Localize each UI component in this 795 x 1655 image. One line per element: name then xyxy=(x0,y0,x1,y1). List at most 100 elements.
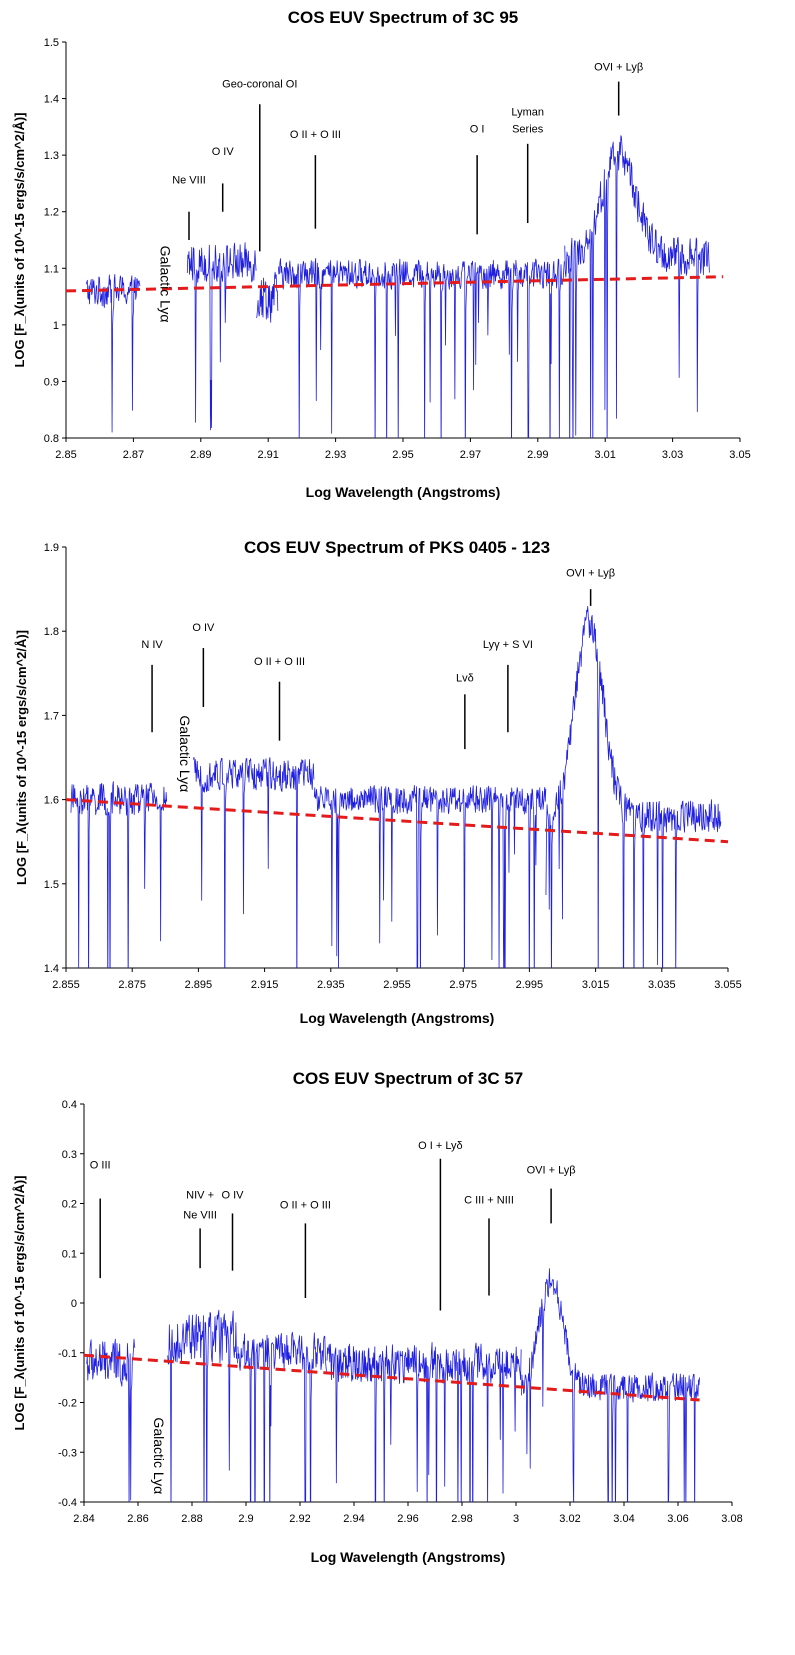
annotation-label: Ne VIII xyxy=(172,174,206,186)
chart-1: COS EUV Spectrum of 3C 95 0.8 0.9 1 1.1 1.2 1.… xyxy=(12,8,751,500)
annotation-label: O IV xyxy=(221,1190,244,1202)
y-tick-label: 1.3 xyxy=(44,150,59,162)
chart-title: COS EUV Spectrum of PKS 0405 - 123 xyxy=(244,538,550,557)
spectrum-segment xyxy=(237,1331,327,1502)
y-tick-label: 1 xyxy=(53,320,59,332)
x-tick-label: 2.85 xyxy=(55,449,76,461)
x-tick-label: 2.94 xyxy=(343,1513,364,1525)
x-tick-label: 2.84 xyxy=(73,1513,94,1525)
spectrum-segment xyxy=(521,1268,700,1502)
x-tick-label: 2.96 xyxy=(397,1513,418,1525)
spectrum-series xyxy=(85,135,710,438)
x-tick-label: 2.995 xyxy=(516,979,544,991)
y-tick-label: 0.4 xyxy=(62,1099,77,1111)
x-tick-label: 2.935 xyxy=(317,979,345,991)
x-tick-label: 2.98 xyxy=(451,1513,472,1525)
x-tick-label: 2.855 xyxy=(52,979,80,991)
x-tick-label: 2.93 xyxy=(325,449,346,461)
y-tick-label: 1.6 xyxy=(44,795,59,807)
spectrum-segment xyxy=(70,781,168,968)
y-tick-label: -0.3 xyxy=(58,1447,77,1459)
annotation-label: OVI + Lyβ xyxy=(566,567,615,579)
x-tick-label: 2.95 xyxy=(392,449,413,461)
chart-2: COS EUV Spectrum of PKS 0405 - 123 1.4 1.5… xyxy=(14,538,742,1026)
annotation-label: O IV xyxy=(212,146,235,158)
annotation-label: O II + O III xyxy=(280,1199,331,1211)
x-tick-label: 2.87 xyxy=(123,449,144,461)
annotation-label: N IV xyxy=(141,639,163,651)
y-tick-label: 0.3 xyxy=(62,1149,77,1161)
y-tick-label: 0.2 xyxy=(62,1199,77,1211)
annotation-label: OVI + Lyβ xyxy=(594,61,643,73)
annotation-label: Ne VIII xyxy=(183,1209,217,1221)
y-tick-label: 1.4 xyxy=(44,94,59,106)
power-law-fit-line xyxy=(65,275,724,293)
chart-title: COS EUV Spectrum of 3C 57 xyxy=(293,1069,524,1088)
y-tick-label: 1.2 xyxy=(44,207,59,219)
x-tick-label: 2.97 xyxy=(460,449,481,461)
spectrum-series xyxy=(86,1268,700,1502)
x-tick-label: 3.08 xyxy=(721,1513,742,1525)
spectrum-segment xyxy=(85,273,141,433)
x-axis-label: Log Wavelength (Angstroms) xyxy=(311,1549,506,1565)
annotation-label: O I xyxy=(470,124,485,136)
x-tick-label: 2.86 xyxy=(127,1513,148,1525)
y-axis-label: LOG [F_λ(units of 10^-15 ergs/s/cm^2/Å)] xyxy=(12,112,27,367)
power-law-fit-line xyxy=(83,1353,700,1402)
galactic-lya-label: Galactic Lyα xyxy=(157,246,173,323)
galactic-lya-label: Galactic Lyα xyxy=(177,715,193,792)
x-tick-label: 3.035 xyxy=(648,979,676,991)
annotation-label: Series xyxy=(512,124,544,136)
x-tick-label: 2.955 xyxy=(383,979,411,991)
annotation-label: O I + Lyδ xyxy=(418,1140,463,1152)
annotation-label: OVI + Lyβ xyxy=(527,1165,576,1177)
x-tick-label: 2.9 xyxy=(238,1513,253,1525)
x-tick-label: 2.91 xyxy=(257,449,278,461)
annotation-label: NIV + xyxy=(186,1190,214,1202)
x-tick-label: 2.89 xyxy=(190,449,211,461)
y-tick-label: 0.9 xyxy=(44,376,59,388)
y-axis-label: LOG [F_λ(units of 10^-15 ergs/s/cm^2/Å)] xyxy=(12,1175,27,1430)
power-law-fit-line xyxy=(65,798,729,844)
y-tick-label: -0.1 xyxy=(58,1348,77,1360)
y-tick-label: 1.5 xyxy=(44,879,59,891)
spectrum-segment xyxy=(193,756,315,968)
x-axis-label: Log Wavelength (Angstroms) xyxy=(306,484,501,500)
y-tick-label: 0.1 xyxy=(62,1248,77,1260)
spectrum-segment xyxy=(564,135,710,438)
annotation-label: Lyγ + S VI xyxy=(483,639,533,651)
galactic-lya-label: Galactic Lyα xyxy=(151,1417,167,1494)
spectrum-segment xyxy=(167,1309,238,1502)
x-tick-label: 3.055 xyxy=(714,979,742,991)
spectrum-segment xyxy=(186,242,257,431)
y-tick-label: 0.8 xyxy=(44,433,59,445)
x-tick-label: 2.88 xyxy=(181,1513,202,1525)
x-tick-label: 3 xyxy=(513,1513,519,1525)
x-tick-label: 3.06 xyxy=(667,1513,688,1525)
x-tick-label: 3.015 xyxy=(582,979,610,991)
x-tick-label: 2.92 xyxy=(289,1513,310,1525)
annotation-label: O II + O III xyxy=(254,656,305,668)
spectrum-segment xyxy=(545,606,722,968)
x-tick-label: 3.01 xyxy=(594,449,615,461)
x-axis-label: Log Wavelength (Angstroms) xyxy=(300,1010,495,1026)
y-tick-label: 1.8 xyxy=(44,626,59,638)
y-axis-label: LOG [F_λ(units of 10^-15 ergs/s/cm^2/Å)] xyxy=(14,630,29,885)
annotation-label: Lyman xyxy=(511,107,544,119)
y-tick-label: 0 xyxy=(71,1298,77,1310)
chart-title: COS EUV Spectrum of 3C 95 xyxy=(288,8,519,27)
y-tick-label: 1.1 xyxy=(44,263,59,275)
spectrum-series xyxy=(70,606,722,968)
x-tick-label: 3.04 xyxy=(613,1513,634,1525)
x-tick-label: 3.05 xyxy=(729,449,750,461)
annotation-label: O II + O III xyxy=(290,129,341,141)
spectrum-segment xyxy=(277,257,565,438)
y-tick-label: 1.5 xyxy=(44,37,59,49)
y-tick-label: 1.4 xyxy=(44,963,59,975)
x-tick-label: 3.02 xyxy=(559,1513,580,1525)
spectrum-segment xyxy=(326,1342,522,1502)
chart-3: COS EUV Spectrum of 3C 57 -0.4 -0.3 -0.2 -0.… xyxy=(12,1069,743,1565)
y-tick-label: 1.9 xyxy=(44,542,59,554)
